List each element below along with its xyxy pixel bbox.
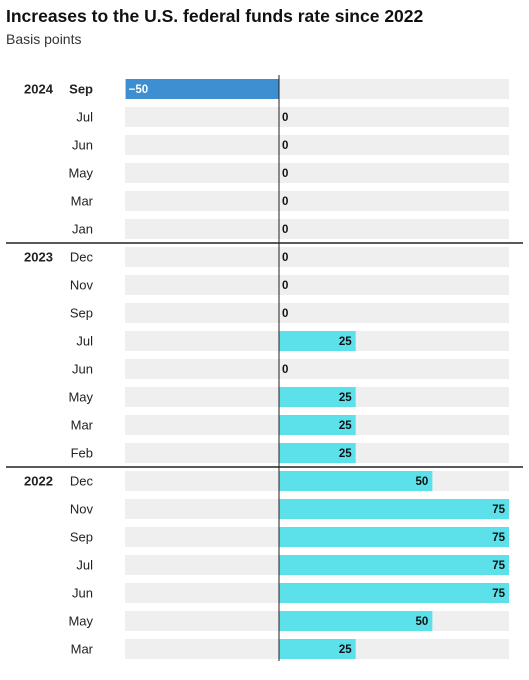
month-label: Jun — [72, 138, 93, 153]
bar — [279, 499, 509, 519]
bar — [279, 443, 356, 463]
month-label: Sep — [69, 82, 93, 97]
month-label: Jul — [76, 558, 93, 573]
data-label: 0 — [282, 224, 288, 236]
data-label: 0 — [282, 280, 288, 292]
month-label: Sep — [70, 530, 93, 545]
bar-track — [125, 303, 509, 323]
bar-track — [125, 359, 509, 379]
year-label: 2024 — [24, 82, 54, 97]
month-label: Jan — [72, 222, 93, 237]
bar — [279, 471, 433, 491]
labels-layer: 2024 Sep −50 Jul 0 Jun 0 May 0 Mar 0 Jan 0 2023 Dec 0 No… — [24, 82, 506, 657]
month-label: Mar — [71, 194, 94, 209]
bar-track — [125, 135, 509, 155]
data-label: 50 — [416, 476, 429, 488]
chart-subtitle: Basis points — [6, 31, 82, 47]
bar — [279, 639, 356, 659]
bar — [279, 527, 509, 547]
data-label: 25 — [339, 336, 352, 348]
bar-track — [125, 163, 509, 183]
chart-title: Increases to the U.S. federal funds rate… — [6, 6, 424, 26]
month-label: Dec — [70, 474, 94, 489]
bar-track — [125, 191, 509, 211]
month-label: May — [68, 614, 93, 629]
month-label: Nov — [70, 278, 94, 293]
year-label: 2023 — [24, 250, 53, 265]
data-label: 75 — [492, 532, 505, 544]
month-label: Nov — [70, 502, 94, 517]
bar — [279, 331, 356, 351]
bar — [279, 555, 509, 575]
bar — [279, 583, 509, 603]
data-label: 0 — [282, 196, 288, 208]
bar — [279, 415, 356, 435]
month-label: Jun — [72, 586, 93, 601]
month-label: Jul — [76, 110, 93, 125]
month-label: Jul — [76, 334, 93, 349]
month-label: Sep — [70, 306, 93, 321]
month-label: Jun — [72, 362, 93, 377]
month-label: May — [68, 166, 93, 181]
data-label: 50 — [416, 616, 429, 628]
bar — [279, 611, 433, 631]
data-label: 25 — [339, 448, 352, 460]
bar-track — [125, 219, 509, 239]
data-label: 75 — [492, 504, 505, 516]
bar-track — [125, 107, 509, 127]
data-label: 75 — [492, 560, 505, 572]
bar — [125, 79, 280, 99]
year-label: 2022 — [24, 474, 53, 489]
month-label: Dec — [70, 250, 94, 265]
data-label: 25 — [339, 644, 352, 656]
bar-track — [125, 247, 509, 267]
month-label: Mar — [71, 642, 94, 657]
data-label: 25 — [339, 392, 352, 404]
data-label: 0 — [282, 308, 288, 320]
month-label: May — [68, 390, 93, 405]
data-label: 0 — [282, 112, 288, 124]
month-label: Feb — [71, 446, 93, 461]
data-label: −50 — [129, 84, 149, 96]
data-label: 0 — [282, 252, 288, 264]
data-label: 0 — [282, 168, 288, 180]
data-label: 0 — [282, 140, 288, 152]
bars-layer — [125, 79, 509, 659]
data-label: 75 — [492, 588, 505, 600]
data-label: 0 — [282, 364, 288, 376]
bar — [279, 387, 356, 407]
bar-track — [125, 275, 509, 295]
data-label: 25 — [339, 420, 352, 432]
month-label: Mar — [71, 418, 94, 433]
